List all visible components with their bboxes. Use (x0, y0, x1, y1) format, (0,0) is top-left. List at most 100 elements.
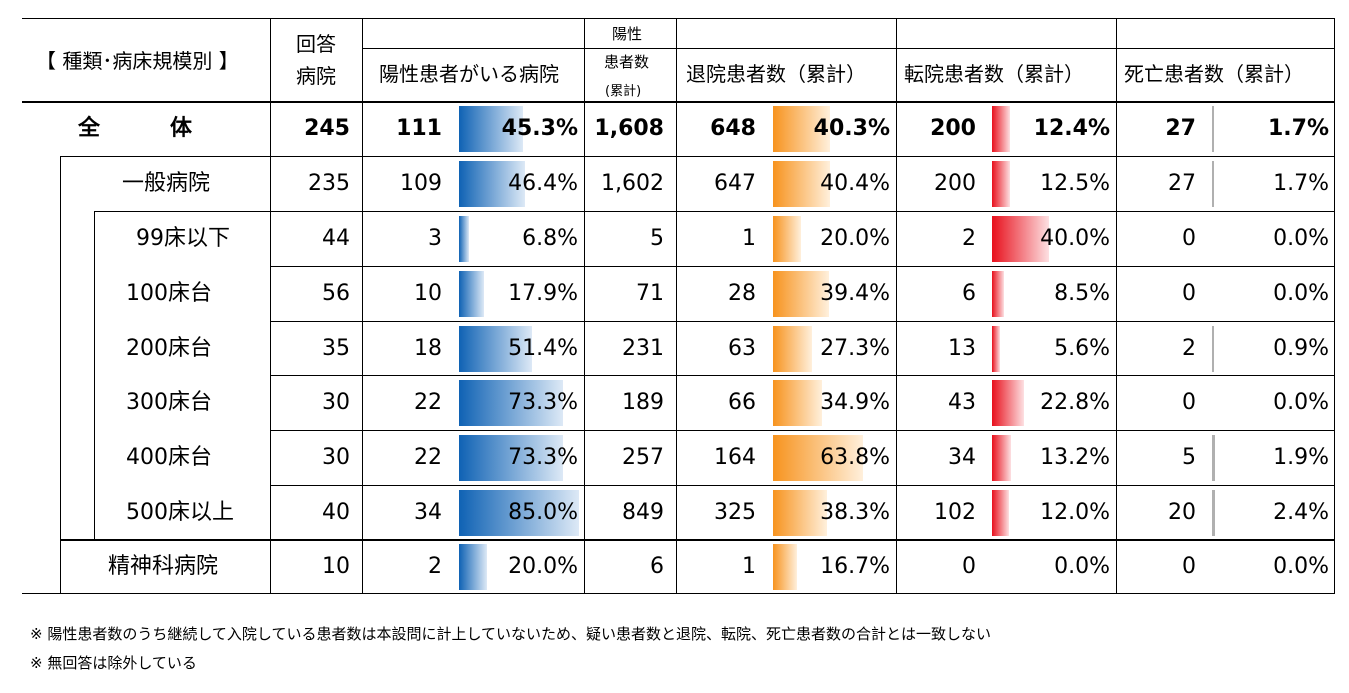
positive-hospital-value: 18 (414, 336, 442, 361)
transferred-value: 102 (934, 500, 976, 525)
row-separator (270, 430, 1335, 431)
transferred-bar (992, 326, 1000, 372)
discharged-bar (773, 490, 827, 536)
row-label: 200床台 (126, 336, 212, 361)
deaths-percent: 0.0% (1273, 554, 1329, 579)
transferred-bar (992, 106, 1010, 152)
positive-hospital-bar (459, 380, 563, 426)
discharged-bar-rect (773, 380, 822, 426)
positive-hospital-value: 34 (414, 500, 442, 525)
responded-value: 56 (322, 281, 350, 306)
deaths-bar (1212, 435, 1215, 481)
deaths-value: 27 (1168, 171, 1196, 196)
discharged-bar (773, 161, 830, 207)
deaths-percent: 0.0% (1273, 281, 1329, 306)
discharged-percent: 63.8% (820, 445, 890, 470)
positive-hospital-bar (459, 216, 469, 262)
discharged-value: 647 (714, 171, 756, 196)
row-separator (60, 156, 1335, 157)
discharged-bar (773, 326, 812, 372)
patients-value: 189 (622, 390, 664, 415)
patients-value: 849 (622, 500, 664, 525)
row-label: 精神科病院 (108, 554, 219, 579)
patients-value: 231 (622, 336, 664, 361)
discharged-value: 28 (728, 281, 756, 306)
discharged-bar-rect (773, 544, 797, 590)
discharged-bar-rect (773, 490, 827, 536)
transferred-value: 43 (948, 390, 976, 415)
deaths-value: 0 (1182, 554, 1196, 579)
hospital-covid-table: 【 種類･病床規模別 】 回答 病院 陽性患者がいる病院 陽性 患者数 (累計)… (22, 18, 1335, 594)
positive-hospital-percent: 6.8% (522, 226, 578, 251)
deaths-bar-rect (1212, 490, 1215, 536)
positive-hospital-percent: 85.0% (508, 500, 578, 525)
responded-value: 30 (322, 390, 350, 415)
row-label: 全 体 (78, 116, 194, 141)
transferred-bar-rect (992, 216, 1049, 262)
column-divider (1116, 18, 1117, 594)
patients-value: 6 (650, 554, 664, 579)
positive-hospital-bar (459, 490, 579, 536)
header-category: 【 種類･病床規模別 】 (36, 49, 239, 73)
discharged-value: 648 (710, 116, 756, 141)
positive-hospital-value: 109 (400, 171, 442, 196)
transferred-bar (992, 380, 1024, 426)
positive-hospital-percent: 45.3% (501, 116, 578, 141)
transferred-value: 0 (962, 554, 976, 579)
column-divider (896, 18, 897, 594)
deaths-percent: 1.9% (1273, 445, 1329, 470)
deaths-bar-rect (1212, 106, 1214, 152)
transferred-bar (992, 161, 1010, 207)
deaths-percent: 0.9% (1273, 336, 1329, 361)
transferred-bar (992, 216, 1049, 262)
positive-hospital-bar-rect (459, 161, 525, 207)
row-separator (270, 485, 1335, 486)
responded-value: 235 (308, 171, 350, 196)
transferred-bar-rect (992, 326, 1000, 372)
header-responded-line1: 回答 (296, 32, 336, 56)
discharged-bar-rect (773, 271, 829, 317)
discharged-bar-rect (773, 216, 801, 262)
transferred-percent: 22.8% (1040, 390, 1110, 415)
discharged-bar (773, 216, 801, 262)
column-divider (584, 18, 585, 594)
header-transferred: 転院患者数（累計） (904, 62, 1084, 86)
positive-hospital-percent: 73.3% (508, 390, 578, 415)
transferred-bar-rect (992, 161, 1010, 207)
discharged-percent: 39.4% (820, 281, 890, 306)
row-label: 400床台 (126, 445, 212, 470)
positive-hospital-percent: 46.4% (508, 171, 578, 196)
table-bottom-border (22, 593, 1335, 594)
discharged-value: 66 (728, 390, 756, 415)
header-positive-hospitals: 陽性患者がいる病院 (379, 62, 559, 86)
deaths-percent: 0.0% (1273, 226, 1329, 251)
deaths-value: 0 (1182, 281, 1196, 306)
positive-hospital-bar-rect (459, 271, 484, 317)
transferred-bar-rect (992, 380, 1024, 426)
header-deaths: 死亡患者数（累計） (1124, 62, 1304, 86)
discharged-percent: 40.3% (813, 116, 890, 141)
header-bottom-border (22, 101, 1335, 103)
header-positive-patients-line1: 陽性 (612, 25, 643, 43)
transferred-value: 2 (962, 226, 976, 251)
row-separator (270, 375, 1335, 376)
positive-hospital-bar (459, 161, 525, 207)
positive-hospital-percent: 20.0% (508, 554, 578, 579)
discharged-bar (773, 106, 830, 152)
deaths-bar-rect (1212, 161, 1214, 207)
positive-hospital-value: 3 (428, 226, 442, 251)
discharged-bar-rect (773, 106, 830, 152)
deaths-bar (1212, 161, 1214, 207)
positive-hospital-bar (459, 271, 484, 317)
transferred-percent: 12.0% (1040, 500, 1110, 525)
transferred-percent: 12.4% (1033, 116, 1110, 141)
transferred-percent: 40.0% (1040, 226, 1110, 251)
positive-hospital-value: 2 (428, 554, 442, 579)
discharged-bar (773, 435, 863, 481)
discharged-bar (773, 271, 829, 317)
transferred-percent: 12.5% (1040, 171, 1110, 196)
positive-hospital-value: 10 (414, 281, 442, 306)
discharged-bar (773, 544, 797, 590)
patients-value: 257 (622, 445, 664, 470)
header-positive-patients-line2: 患者数 (604, 53, 650, 71)
